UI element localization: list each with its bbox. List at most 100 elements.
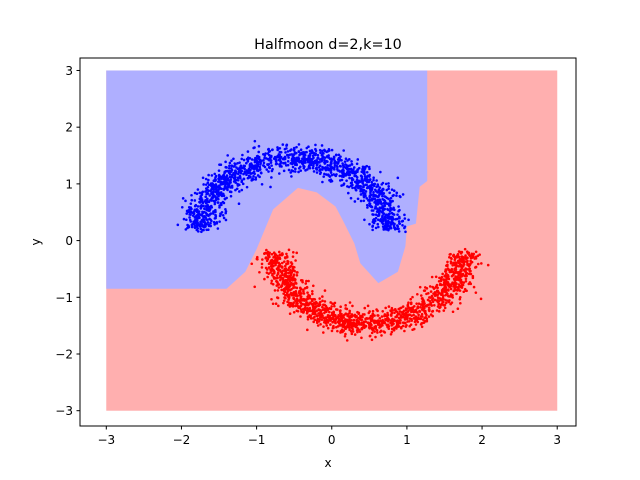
point-blue	[222, 216, 226, 220]
point-red	[437, 310, 441, 313]
point-blue	[387, 185, 391, 188]
point-blue	[389, 215, 393, 219]
point-red	[304, 282, 308, 285]
point-blue	[387, 202, 391, 206]
point-blue	[259, 171, 263, 174]
point-red	[285, 262, 288, 266]
point-blue	[242, 158, 246, 162]
point-red	[446, 281, 450, 284]
point-blue	[311, 151, 314, 154]
point-red	[473, 257, 477, 260]
point-red	[462, 281, 466, 284]
point-blue	[263, 165, 267, 169]
point-red	[419, 294, 423, 297]
point-red	[447, 289, 450, 292]
point-red	[409, 297, 412, 301]
point-red	[403, 329, 406, 333]
point-red	[321, 308, 325, 312]
point-blue	[181, 197, 185, 200]
point-blue	[196, 188, 200, 191]
point-blue	[223, 185, 227, 189]
point-blue	[317, 166, 321, 169]
point-red	[280, 284, 284, 288]
point-blue	[259, 163, 262, 166]
point-blue	[257, 157, 260, 160]
point-blue	[398, 222, 401, 225]
y-tick-label: −2	[55, 347, 73, 361]
point-blue	[277, 153, 281, 156]
point-blue	[235, 166, 238, 169]
point-red	[283, 272, 287, 276]
point-red	[425, 319, 428, 323]
point-red	[276, 283, 280, 286]
point-red	[418, 309, 421, 313]
point-blue	[377, 208, 381, 212]
point-blue	[245, 185, 249, 189]
point-blue	[378, 189, 382, 193]
point-blue	[361, 169, 364, 173]
point-red	[364, 317, 367, 321]
point-red	[432, 292, 435, 295]
point-red	[301, 279, 304, 282]
point-blue	[378, 206, 382, 210]
point-red	[281, 253, 284, 256]
point-blue	[392, 206, 395, 210]
point-blue	[230, 159, 233, 162]
point-red	[386, 311, 389, 315]
point-blue	[195, 192, 199, 196]
point-red	[437, 279, 441, 283]
point-red	[469, 282, 473, 286]
point-blue	[291, 159, 295, 162]
point-red	[295, 286, 299, 290]
point-blue	[401, 219, 405, 223]
point-blue	[365, 203, 369, 207]
point-red	[406, 310, 410, 314]
point-red	[329, 319, 332, 322]
point-red	[367, 311, 371, 315]
point-blue	[396, 176, 400, 180]
point-red	[455, 292, 458, 296]
point-red	[374, 335, 377, 339]
point-blue	[207, 178, 210, 182]
point-red	[457, 283, 461, 286]
point-red	[258, 270, 261, 274]
point-blue	[345, 179, 348, 182]
point-red	[441, 272, 444, 276]
point-blue	[278, 158, 282, 162]
point-red	[452, 277, 456, 281]
point-red	[352, 321, 355, 324]
point-red	[417, 313, 420, 317]
point-red	[378, 326, 381, 329]
point-red	[474, 291, 478, 294]
point-blue	[238, 161, 241, 164]
point-blue	[399, 195, 402, 199]
point-blue	[284, 164, 288, 167]
point-red	[338, 317, 341, 321]
point-blue	[323, 160, 326, 164]
point-blue	[367, 180, 371, 184]
point-blue	[204, 195, 207, 199]
point-red	[296, 309, 300, 313]
point-blue	[351, 183, 354, 187]
point-blue	[204, 216, 207, 219]
point-blue	[389, 196, 393, 200]
point-blue	[320, 157, 324, 161]
point-red	[412, 313, 415, 317]
point-blue	[348, 176, 351, 180]
point-red	[464, 289, 468, 292]
point-red	[284, 256, 287, 260]
point-red	[435, 309, 439, 312]
point-red	[350, 315, 353, 319]
point-blue	[388, 199, 392, 203]
point-red	[276, 289, 280, 292]
point-blue	[213, 185, 217, 189]
point-blue	[395, 191, 399, 195]
point-blue	[205, 197, 209, 201]
point-blue	[279, 156, 282, 159]
point-blue	[238, 170, 242, 174]
point-red	[426, 298, 430, 302]
point-blue	[199, 227, 203, 231]
point-red	[355, 314, 358, 318]
point-red	[289, 276, 293, 279]
point-blue	[349, 196, 353, 200]
